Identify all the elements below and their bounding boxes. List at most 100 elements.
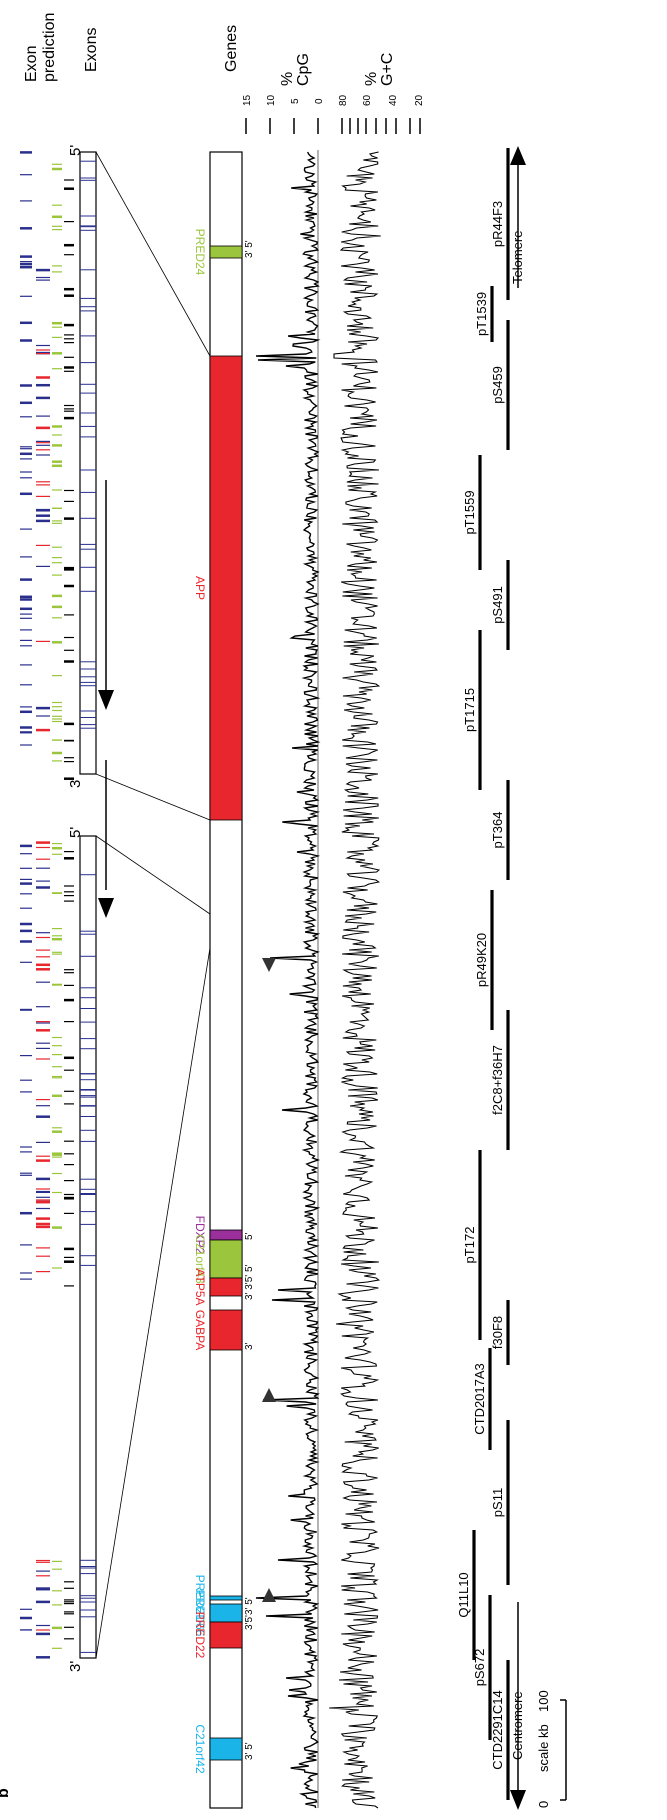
gc-tick-label: 60: [362, 94, 373, 106]
gene-block-atp5a: [209, 1277, 243, 1297]
connector-line: [95, 947, 211, 1659]
clone-label: CTD2017A3: [472, 1363, 487, 1435]
connector-line: [95, 773, 211, 821]
scale-hundred: 100: [536, 1690, 551, 1712]
gene-end-atp5a: 3' 3'5' 5': [244, 1264, 255, 1300]
gene-end-gabpa: 3': [244, 1342, 255, 1350]
exon-ticks: [80, 160, 96, 1653]
gene-label-c21orf42: C21orf42: [193, 1724, 207, 1774]
gene-blocks: [209, 245, 243, 1761]
gc-tick-label: 20: [414, 94, 425, 106]
telomere-arrow-head: [510, 146, 526, 165]
genes-track: C21orf42PRED21PRED66PRED22FDXP2C21orf43A…: [193, 151, 255, 1809]
scale-label: scale kb: [536, 1724, 551, 1772]
gc-track: [329, 151, 381, 1809]
gene-label-fdxp2: FDXP2: [193, 1216, 207, 1255]
telomere-label: Telomere: [510, 231, 525, 284]
exon-prediction-track: [20, 151, 74, 1659]
strand-end-3-right: 3': [67, 777, 84, 788]
gene-block-pred66: [209, 1603, 243, 1623]
cpg-scale: 15 10 5 0: [242, 94, 325, 134]
gene-block-pred24: [209, 245, 243, 259]
gene-end-pred66: 3'5'3' 5': [244, 1597, 255, 1630]
gene-end-fdxp2: 5': [244, 1232, 255, 1240]
gene-label-pred66: PRED66: [193, 1590, 207, 1637]
cpg-tick-label: 0: [314, 98, 325, 104]
scale-zero: 0: [536, 1801, 551, 1808]
cpg-tick-label: 10: [266, 94, 277, 106]
clone-label: pS491: [490, 586, 505, 624]
gene-label-c21orf43: C21orf43: [193, 1234, 207, 1284]
connector-line: [95, 151, 211, 357]
cpg-trace: [255, 151, 321, 1809]
strand-end-3-left: 3': [67, 1661, 84, 1672]
header-genes: Genes: [223, 25, 240, 72]
clone-label: f30F8: [490, 1316, 505, 1349]
exon-track-box-left: [79, 835, 97, 1659]
gene-labels: C21orf42PRED21PRED66PRED22FDXP2C21orf43A…: [193, 229, 207, 1774]
clone-label: pR49K20: [474, 933, 489, 987]
gc-tick-label: 40: [388, 94, 399, 106]
gene-label-atp5a: ATP5A: [193, 1268, 207, 1305]
gene-block-c21orf43: [209, 1239, 243, 1279]
strand-arrow-right-head: [98, 690, 114, 710]
exon-track: 3' 5' 3' 5': [67, 145, 114, 1672]
clone-label: pT172: [462, 1227, 477, 1264]
zoom-connectors: [95, 151, 211, 1659]
clone-label: CTD2291C14: [490, 1690, 505, 1770]
connector-line: [95, 835, 211, 915]
gene-end-labels: 3' 5' 3'5'3' 5' 5' 3' 3'5' 5' 3' 3' 5': [244, 240, 255, 1760]
cpg-track: [255, 150, 321, 1809]
clone-label: Q11L10: [456, 1572, 471, 1617]
gene-block-pred21: [209, 1595, 243, 1601]
header-exons: Exons: [83, 28, 100, 72]
gene-label-pred24: PRED24: [193, 229, 207, 276]
track-headers: Exon prediction Exons Genes % CpG % G+C: [23, 13, 396, 86]
genes-track-box: [209, 151, 243, 1809]
cpg-island-marker: [262, 1388, 276, 1402]
clone-label: pS459: [490, 366, 505, 404]
clone-label: pR44F3: [490, 201, 505, 247]
gene-end-c21orf42: 3' 5': [244, 1742, 255, 1760]
header-cpg-line1: %: [279, 72, 296, 86]
cpg-island-marker: [262, 1588, 276, 1602]
scale-bar: scale kb 0 100: [536, 1690, 567, 1808]
gc-tick-label: 80: [338, 94, 349, 106]
gc-scale: 80 60 40 20: [338, 94, 425, 134]
gene-block-pred22: [209, 1621, 243, 1649]
clone-label: f2C8+f36H7: [490, 1045, 505, 1115]
header-cpg-line2: CpG: [295, 53, 312, 86]
gene-label-app: APP: [193, 576, 207, 600]
clone-label: pT1539: [474, 292, 489, 336]
panel-label: b: [0, 1788, 12, 1798]
centromere-arrow-head: [510, 1790, 526, 1810]
header-gc-line2: G+C: [379, 53, 396, 86]
gene-end-pred24: 3' 5': [244, 240, 255, 258]
clone-label: pT1559: [462, 490, 477, 534]
clone-label: pS11: [490, 1488, 505, 1517]
header-gc-line1: %: [363, 72, 380, 86]
gene-block-app: [209, 355, 243, 821]
header-exon-prediction-line2: prediction: [41, 13, 58, 82]
cpg-tick-label: 5: [290, 98, 301, 104]
gene-label-gabpa: GABPA: [193, 1310, 207, 1350]
cpg-island-marker: [262, 958, 276, 972]
gene-label-pred21: PRED21: [193, 1575, 207, 1622]
gene-label-pred22: PRED22: [193, 1612, 207, 1659]
cpg-tick-label: 15: [242, 94, 253, 106]
clone-label: pS672: [472, 1649, 487, 1687]
gene-block-gabpa: [209, 1309, 243, 1351]
orientation-arrows: Centromere Telomere: [510, 146, 526, 1810]
header-exon-prediction-line1: Exon: [23, 46, 40, 82]
centromere-label: Centromere: [510, 1691, 525, 1760]
strand-end-5-right: 5': [67, 145, 84, 156]
clone-label: pT1715: [462, 688, 477, 732]
strand-arrow-left-head: [98, 898, 114, 918]
strand-end-5-left: 5': [67, 827, 84, 838]
clone-label: pT364: [490, 812, 505, 849]
exon-track-box-right: [79, 151, 97, 775]
gc-trace: [329, 151, 381, 1809]
